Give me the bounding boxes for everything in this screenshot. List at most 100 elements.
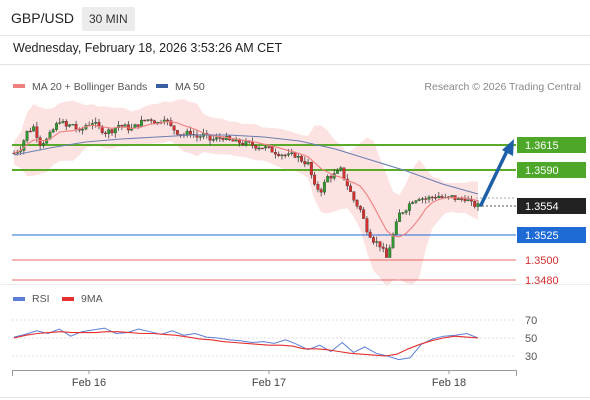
candle-body [218,137,222,139]
candle-body [287,153,290,156]
x-axis-tick-label: Feb 17 [252,377,286,389]
candle-body [430,196,434,199]
candle-body [401,212,405,214]
rsi-tick-label: 70 [525,315,537,327]
candle-body [55,123,58,130]
ma50-legend-label: MA 50 [175,81,205,93]
candle-body [456,198,460,200]
header: GBP/USD 30 MIN [0,0,590,36]
candle-body [68,124,71,127]
timeframe-button[interactable]: 30 MIN [82,7,135,31]
candle-body [136,124,140,127]
candle-body [143,119,147,122]
candle-body [460,198,464,200]
candle-body [329,176,333,179]
candle-body [375,241,379,243]
candle-body [358,205,362,210]
candle-body [293,152,297,158]
candle-body [153,120,156,124]
candle-body [149,119,153,121]
candle-body [394,221,398,235]
x-axis: Feb 16 Feb 17 Feb 18 [12,370,517,389]
projection-arrow-shaft [479,149,509,207]
ma20-line [13,121,479,238]
level-label-1.3554-bg [517,198,586,214]
rsi-tick-label: 50 [525,333,537,345]
candle-body [417,199,421,201]
candle-body [466,199,470,202]
candle-body [309,162,313,176]
candle-body [25,130,29,141]
candle-body [94,122,98,124]
level-label-1.3590-bg [517,162,586,178]
candle-body [110,129,114,134]
candle-body [22,140,26,151]
ma20-legend-swatch [13,84,25,88]
rsi-tick-label: 30 [525,351,537,363]
candle-body [378,241,382,248]
candle-body [260,147,264,150]
candle-body [113,127,117,134]
rsi-line [13,327,479,361]
candle-body [421,198,424,200]
candle-body [290,152,294,154]
candle-body [264,146,268,149]
level-label-1.3500: 1.3500 [525,255,559,267]
candle-body [277,154,281,156]
level-label-1.3525-bg [517,227,586,243]
rsi-ma-legend-label: 9MA [81,293,103,305]
candle-body [244,140,248,145]
candle-body [463,198,467,202]
x-axis-tick-label: Feb 16 [72,377,106,389]
candle-body [35,126,39,138]
candle-body [166,119,170,122]
candle-body [427,196,431,200]
candle-body [172,125,176,131]
candle-body [365,218,369,233]
candle-body [41,143,45,146]
candle-body [326,176,330,183]
key-levels [12,144,516,281]
level-labels: 1.3615 1.3590 1.3554 1.3525 1.3500 1.3480 [517,137,586,287]
candle-body [355,200,359,207]
candle-body [198,136,202,138]
candle-body [381,246,385,249]
rsi-legend-label: RSI [32,293,50,305]
level-label-1.3480: 1.3480 [525,275,559,287]
rsi-legend: RSI 9MA [13,293,103,305]
main-legend: MA 20 + Bollinger Bands MA 50 Research ©… [13,81,581,93]
ma50-legend-swatch [156,84,168,88]
level-label-1.3590: 1.3590 [525,165,559,177]
candle-body [339,167,343,171]
pair-title: GBP/USD [11,10,75,26]
rsi-ma-line [13,331,479,357]
candle-body [71,124,75,126]
candle-body [81,128,85,131]
candle-body [123,124,127,127]
candle-body [371,237,375,243]
candle-body [407,203,411,211]
level-label-1.3525: 1.3525 [525,230,559,242]
candle-body [437,196,441,199]
projection-arrow [479,139,514,207]
level-label-1.3554: 1.3554 [525,201,559,213]
x-axis-tick-label: Feb 18 [432,377,466,389]
moving-averages [13,121,479,238]
candle-body [120,125,124,127]
candle-body [296,156,300,158]
candle-body [424,198,428,200]
candle-body [107,129,111,134]
candle-body [267,146,271,148]
candle-body [440,196,444,198]
datetime-label: Wednesday, February 18, 2026 3:53:26 AM … [13,41,283,55]
candle-body [313,174,317,185]
ma20-legend-label: MA 20 + Bollinger Bands [32,81,147,93]
candle-body [414,200,418,203]
candle-body [61,121,65,123]
rsi-panel: 70 50 30 [12,315,537,363]
candle-body [231,139,235,142]
candle-body [476,203,480,207]
candle-body [306,162,310,165]
candle-body [283,154,287,157]
candle-body [211,139,215,141]
